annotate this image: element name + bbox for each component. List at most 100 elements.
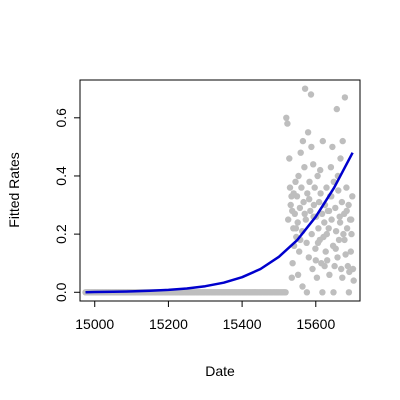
data-point	[282, 289, 289, 296]
data-point	[350, 277, 357, 284]
data-point	[340, 230, 347, 238]
data-point	[303, 289, 311, 296]
data-point	[301, 164, 308, 171]
data-point	[308, 230, 315, 238]
data-point	[345, 289, 353, 296]
data-point	[292, 225, 300, 232]
data-point	[284, 120, 291, 127]
data-point	[332, 228, 340, 235]
data-point	[329, 143, 336, 151]
data-point	[342, 251, 349, 258]
data-point	[315, 225, 322, 232]
data-point	[303, 239, 310, 246]
data-point	[299, 283, 306, 290]
data-point	[294, 271, 302, 278]
x-axis: 15000 15200 15400 15600	[75, 300, 335, 332]
data-point	[304, 129, 312, 136]
data-point	[301, 210, 308, 217]
data-point	[314, 172, 321, 180]
data-point	[315, 198, 323, 206]
x-tick-label: 15000	[75, 316, 114, 332]
data-point	[341, 94, 349, 101]
data-point	[327, 164, 335, 171]
data-point	[283, 114, 290, 122]
data-point	[343, 225, 351, 232]
y-tick-label: 0.4	[53, 166, 69, 186]
data-point	[310, 201, 318, 209]
data-point	[325, 225, 332, 232]
data-point	[349, 193, 356, 200]
data-point	[286, 155, 293, 162]
data-point	[337, 155, 344, 162]
data-point	[322, 248, 329, 255]
data-point	[301, 85, 309, 92]
x-axis-title: Date	[205, 363, 235, 379]
data-point	[343, 207, 350, 215]
data-point	[341, 236, 348, 244]
data-point	[344, 262, 351, 270]
plot-frame	[79, 79, 361, 302]
data-point	[321, 219, 328, 226]
x-tick-label: 15200	[149, 316, 188, 332]
data-point	[347, 248, 354, 255]
data-point	[299, 137, 307, 145]
fitted-curve	[85, 152, 354, 294]
data-point	[292, 178, 299, 185]
data-point	[300, 198, 307, 206]
data-point	[308, 143, 315, 151]
data-point	[289, 260, 296, 267]
data-point	[323, 230, 330, 238]
data-point	[335, 236, 343, 244]
data-point	[328, 216, 335, 223]
data-point	[349, 265, 357, 273]
data-point	[297, 149, 304, 156]
data-point	[324, 257, 331, 264]
y-axis-title: Fitted Rates	[6, 152, 22, 227]
data-point	[306, 178, 313, 185]
data-point	[333, 105, 340, 113]
data-point	[312, 257, 319, 264]
data-point	[313, 274, 321, 281]
data-point	[295, 172, 302, 180]
data-point	[314, 239, 322, 246]
data-point	[312, 245, 319, 252]
data-point	[319, 289, 326, 296]
data-point	[339, 137, 346, 145]
data-point	[302, 216, 309, 223]
data-point	[296, 204, 304, 212]
x-tick-label: 15600	[296, 316, 335, 332]
data-points	[82, 85, 357, 296]
data-point	[304, 190, 311, 197]
data-point	[310, 161, 317, 168]
data-point	[305, 254, 312, 261]
data-point	[298, 184, 305, 191]
data-point	[331, 262, 338, 270]
data-point	[318, 210, 326, 217]
y-tick-label: 0.6	[53, 108, 69, 128]
data-point	[336, 219, 344, 226]
data-point	[348, 216, 355, 223]
data-point	[343, 184, 350, 191]
data-point	[332, 245, 339, 252]
fitted-curve-layer	[85, 152, 354, 294]
data-point	[288, 274, 295, 281]
data-point	[296, 248, 303, 255]
data-point	[317, 166, 324, 174]
data-point	[309, 265, 316, 273]
x-tick-label: 15400	[223, 316, 262, 332]
data-point	[334, 254, 341, 261]
data-point	[317, 190, 324, 197]
data-point	[338, 265, 345, 273]
data-point	[285, 216, 292, 223]
data-point	[338, 198, 346, 206]
data-point	[291, 210, 298, 217]
data-point	[348, 230, 355, 238]
data-point	[307, 91, 315, 98]
data-point	[330, 289, 337, 296]
data-point	[286, 184, 294, 191]
data-point	[332, 204, 339, 212]
data-point	[306, 196, 313, 203]
data-point	[294, 219, 301, 226]
data-point	[326, 271, 333, 278]
data-point	[335, 187, 342, 194]
